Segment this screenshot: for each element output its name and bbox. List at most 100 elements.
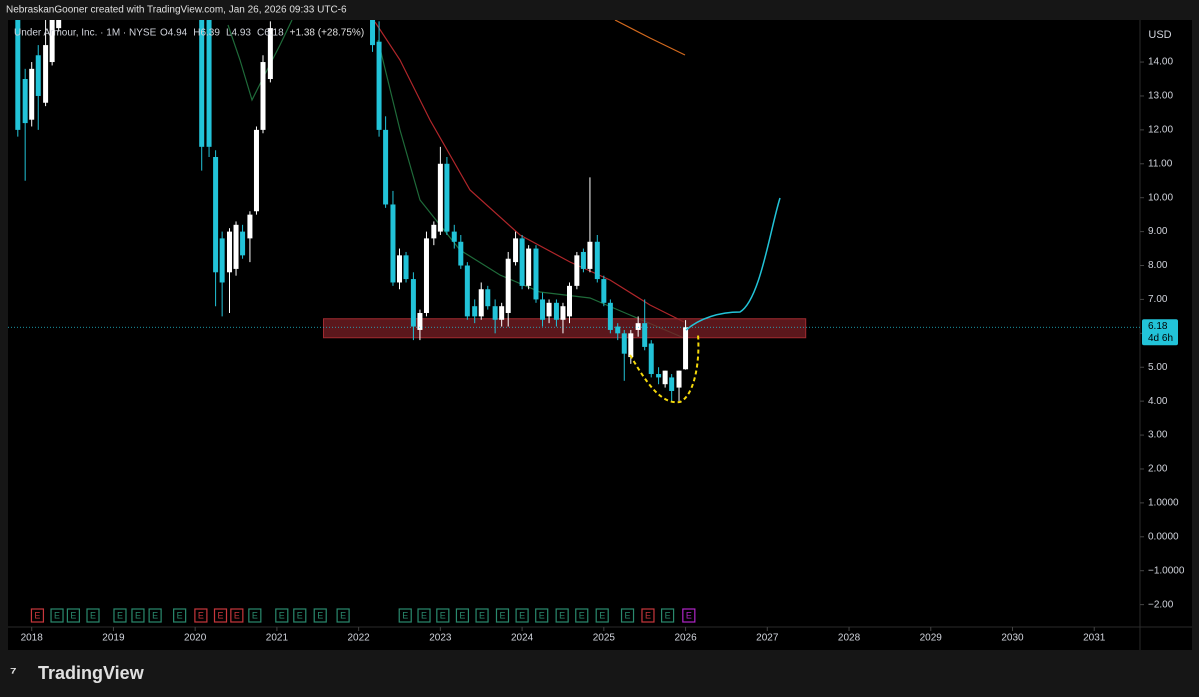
candle-body [492,306,498,320]
y-tick-label: 3.00 [1148,430,1168,441]
earnings-label: E [645,610,651,620]
earnings-marker [682,608,696,623]
y-tick-label: 10.00 [1148,192,1173,203]
y-tick-label: 5.00 [1148,362,1168,373]
candle-body [213,156,219,273]
earnings-marker [194,608,208,623]
candle-body [56,20,62,29]
candle-body [444,163,450,232]
x-tick-label: 2021 [266,633,289,644]
candle-body [383,129,389,205]
earnings-label: E [198,610,204,620]
ohlc-value: +1.38 (+28.75%) [290,28,365,39]
moving-average [377,39,685,339]
candle-body [615,326,621,334]
candle-body [567,285,573,317]
earnings-marker [495,608,510,623]
y-tick-label: 13.00 [1148,91,1173,102]
earnings-marker [131,608,145,623]
candle-body [22,79,28,124]
candle-body [662,370,668,385]
ohlc-value: L4.93 [226,28,251,39]
candle-body [621,333,627,354]
earnings-marker [213,608,228,623]
earnings-marker [293,608,307,623]
candle-body [49,20,55,63]
candle-body [485,289,491,307]
candle-body [499,306,505,320]
earnings-marker [30,608,45,623]
earnings-label: E [665,610,671,620]
earnings-label: E [177,610,183,620]
cup-drawing [629,334,700,404]
y-tick-label: 9.00 [1148,226,1168,237]
candle-body [43,45,49,103]
candle-body [526,248,532,286]
candle-body [519,238,525,286]
candle-body [260,62,266,130]
candle-body [635,323,641,330]
earnings-marker [86,608,100,623]
earnings-label: E [90,610,96,620]
candle-body [240,231,246,256]
y-tick-label: 11.00 [1148,158,1173,169]
candle-body [656,374,662,378]
earnings-label: E [279,610,285,620]
earnings-label: E [117,610,123,620]
candle-body [417,312,423,330]
earnings-label: E [317,610,323,620]
candle-body [669,377,675,391]
candle-body [29,68,35,120]
candle-body [607,302,613,330]
earnings-marker [50,608,64,623]
x-tick-label: 2028 [838,633,861,644]
candle-body [546,302,552,317]
earnings-label: E [70,610,76,620]
candle-body [628,333,634,358]
candle-body [370,20,376,46]
moving-average [614,20,686,56]
logo: ⁷ [10,665,17,682]
earnings-label: E [402,610,408,620]
time-axis [8,627,1140,650]
earnings-marker [313,608,327,623]
candle-body [594,241,600,280]
candle-body [601,279,607,303]
projection-line [685,197,781,331]
x-tick-label: 2018 [21,633,44,644]
moving-average [227,20,293,102]
candle-body [683,327,689,370]
candle-body [533,248,539,300]
earnings-label: E [559,610,565,620]
candle-body [253,129,259,212]
y-tick-label: 1.0000 [1148,498,1179,509]
candle-body [423,238,429,313]
candle-body [676,370,682,388]
earnings-label: E [499,610,505,620]
earnings-label: E [54,610,60,620]
earnings-marker [475,608,489,623]
candle-body [648,343,654,375]
y-tick-label: 8.00 [1148,260,1168,271]
candle-body [35,55,41,96]
earnings-label: E [34,610,40,620]
earnings-marker [336,608,350,623]
y-tick-label: 7.00 [1148,294,1168,305]
header: NebraskanGooner created with TradingView… [6,5,347,16]
earnings-marker [248,608,262,623]
candle-body [437,163,443,232]
earnings-marker [641,608,655,623]
candle-body [478,289,484,317]
candle-body [513,238,519,263]
candle-body [233,224,239,269]
x-tick-label: 2027 [756,633,779,644]
earnings-label: E [539,610,545,620]
candle-body [206,20,212,147]
support-zone [322,318,807,339]
y-tick-label: 0.0000 [1148,531,1179,542]
earnings-marker [620,608,635,623]
x-tick-label: 2023 [429,633,452,644]
candle-body [376,41,382,130]
